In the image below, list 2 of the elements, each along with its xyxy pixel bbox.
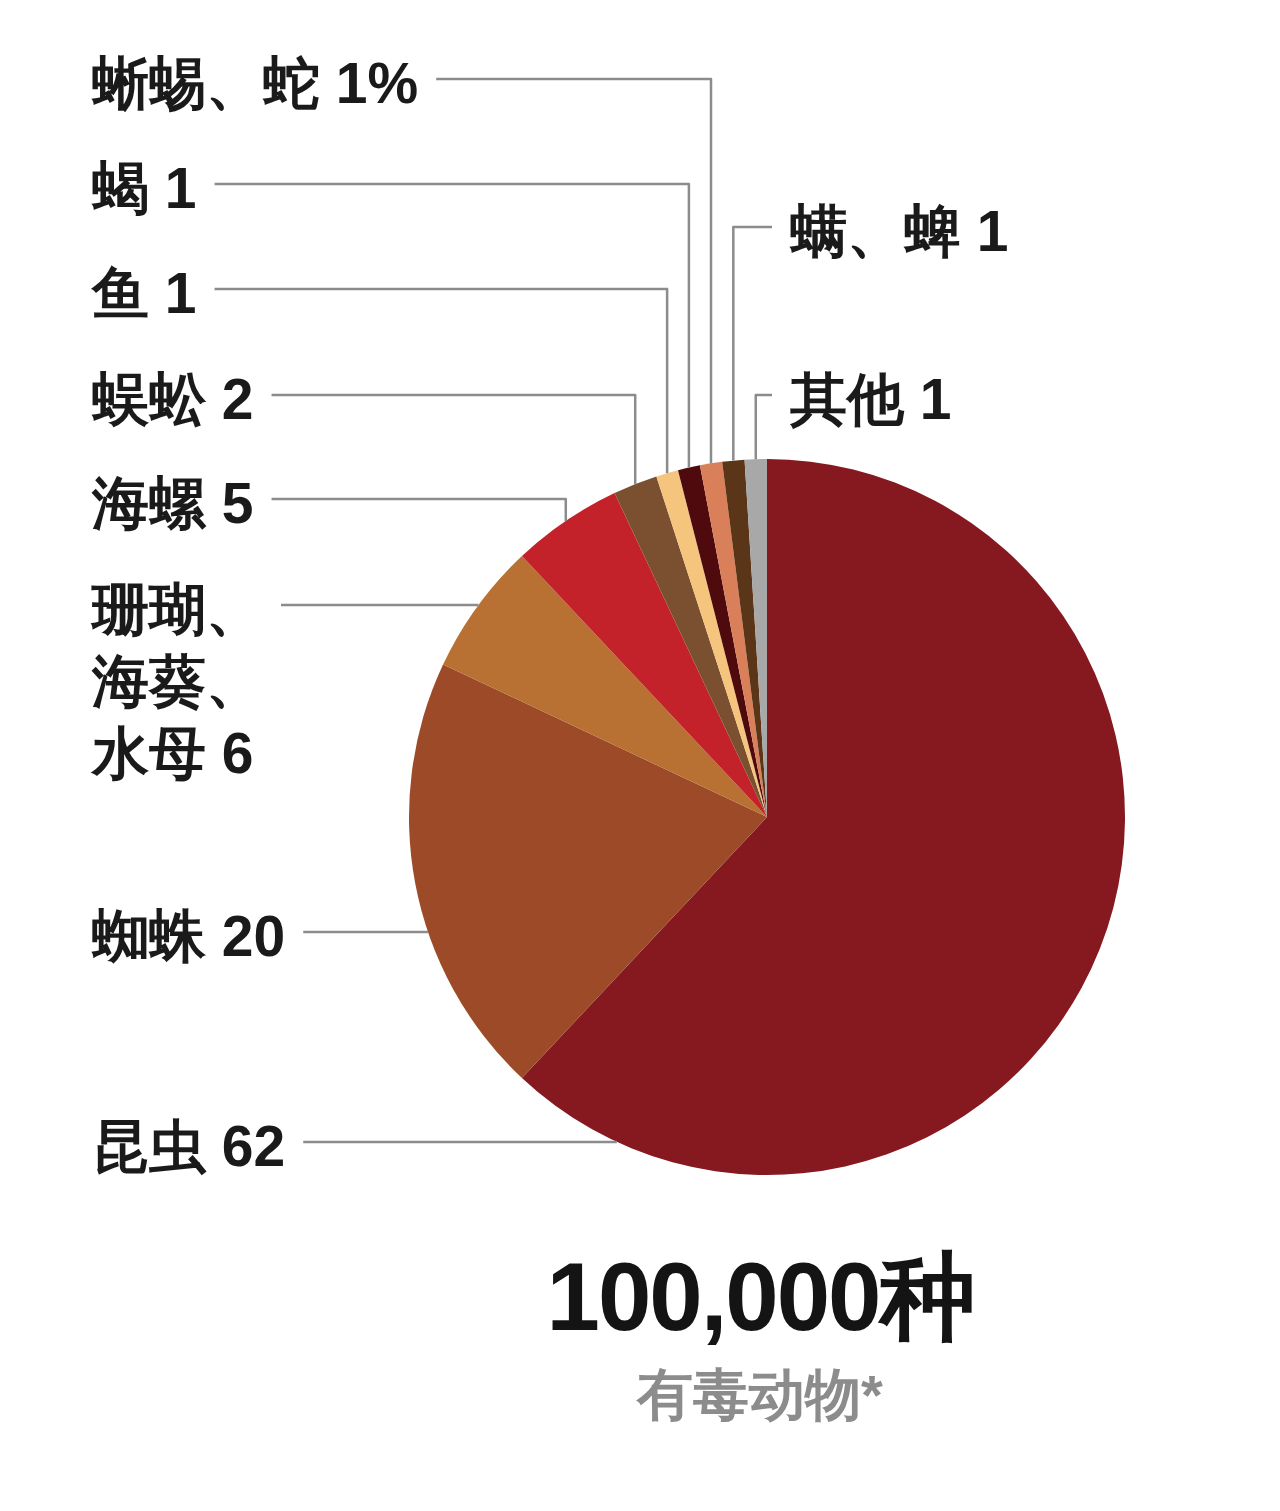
title: 100,000种 xyxy=(546,1243,974,1350)
subtitle: 有毒动物* xyxy=(637,1363,883,1426)
